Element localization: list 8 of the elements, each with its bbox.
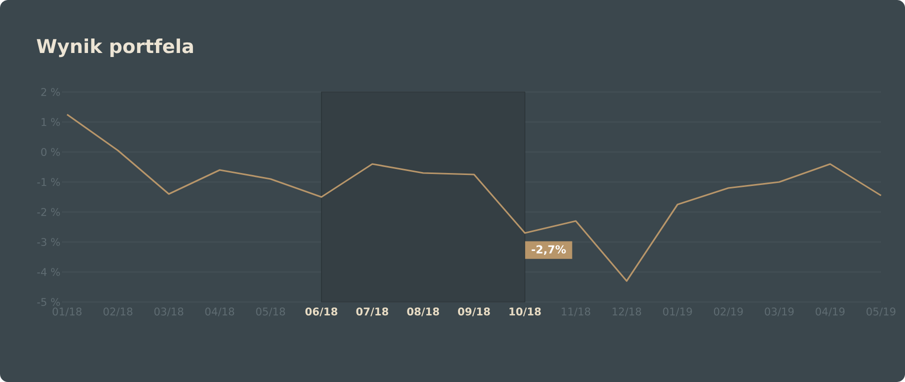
x-tick-label: 08/18 bbox=[407, 308, 440, 316]
chart-title: Wynik portfela bbox=[36, 38, 193, 58]
x-tick-label: 10/18 bbox=[510, 308, 541, 316]
x-tick-label: 06/18 bbox=[305, 308, 338, 316]
x-tick-label: 07/18 bbox=[356, 308, 388, 316]
line-series bbox=[66, 114, 882, 282]
annotation: -2,7% bbox=[532, 245, 566, 255]
x-tick-label: 09/18 bbox=[458, 308, 490, 316]
